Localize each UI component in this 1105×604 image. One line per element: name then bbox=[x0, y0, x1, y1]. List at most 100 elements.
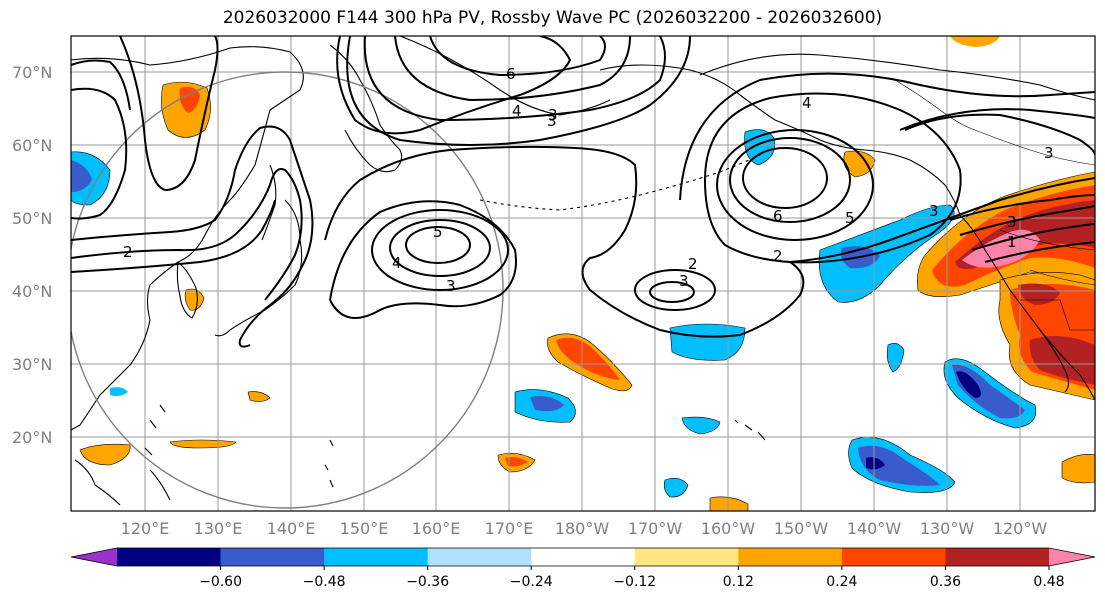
contour-high-4 bbox=[329, 200, 517, 319]
colorbar-tick-label: −0.36 bbox=[406, 574, 449, 590]
contour-right-1 bbox=[899, 108, 1095, 131]
borders bbox=[894, 79, 1095, 331]
contour-label: 3 bbox=[1007, 213, 1017, 231]
lon-label: 150°W bbox=[774, 519, 829, 538]
colorbar-tick-label: 0.12 bbox=[723, 574, 754, 590]
contour-label: 2 bbox=[773, 247, 783, 265]
contour-right-ring bbox=[904, 113, 1095, 156]
colorbar-segment bbox=[220, 548, 325, 566]
colorbar-segment bbox=[738, 548, 843, 566]
contour-label: 4 bbox=[802, 94, 812, 112]
colorbar: −0.60 −0.48 −0.36 −0.24 −0.12 0.12 0.24 0.36 0.4… bbox=[70, 547, 1096, 590]
blob-small-red-south-inner bbox=[505, 457, 528, 467]
colorbar-segment bbox=[117, 548, 222, 566]
contour-high-1 bbox=[405, 226, 471, 264]
lon-label: 180°W bbox=[555, 519, 610, 538]
contour-west-loop-2 bbox=[71, 87, 128, 220]
contour-right-5 bbox=[984, 241, 1095, 263]
contour-label: 1 bbox=[1007, 233, 1017, 251]
blob-top-right-orange bbox=[950, 36, 1000, 47]
blob-west-edge-royal bbox=[71, 160, 92, 192]
blob-small-blue-2 bbox=[663, 478, 689, 498]
contour-east-2 bbox=[729, 137, 851, 223]
contour-label: 6 bbox=[773, 207, 783, 225]
radius-circle bbox=[71, 71, 504, 509]
blob-philippine-orange bbox=[79, 443, 131, 466]
contour-high-3 bbox=[371, 209, 509, 291]
blob-westcoast-lower-firebrick-2 bbox=[1029, 336, 1095, 385]
contour-label: 6 bbox=[506, 65, 516, 83]
colorbar-tick-label: 0.36 bbox=[930, 574, 961, 590]
coast-alaska-north bbox=[699, 53, 1095, 101]
contour-east-5 bbox=[679, 72, 1095, 201]
colorbar-segment bbox=[531, 548, 636, 566]
contour-label: 5 bbox=[433, 223, 443, 241]
colorbar-segment bbox=[324, 548, 429, 566]
lat-label: 50°N bbox=[12, 209, 52, 228]
colorbar-segment bbox=[427, 548, 532, 566]
blob-westcoast-lower-firebrick bbox=[1018, 283, 1060, 305]
contour-label: 3 bbox=[679, 272, 689, 290]
colorbar-tick-label: −0.24 bbox=[510, 574, 553, 590]
contour-east-3 bbox=[716, 129, 874, 241]
coastlines bbox=[71, 36, 1095, 506]
map-frame bbox=[70, 35, 1096, 512]
lon-label: 140°W bbox=[847, 519, 902, 538]
coast-korea bbox=[176, 261, 198, 319]
contour-label: 3 bbox=[547, 112, 557, 130]
coast-asia-mainland bbox=[71, 46, 304, 431]
colorbar-segment bbox=[841, 548, 946, 566]
blob-south-orange-small bbox=[709, 496, 749, 511]
blob-small-blue-1 bbox=[681, 416, 721, 435]
lat-label: 60°N bbox=[12, 136, 52, 155]
contour-west-loop-3 bbox=[71, 59, 131, 111]
contour-trough-1 bbox=[324, 145, 805, 338]
contour-ring-5 bbox=[346, 36, 691, 146]
lon-label: 160°W bbox=[701, 519, 756, 538]
blob-midpac-blue bbox=[669, 323, 746, 361]
contour-high-2 bbox=[389, 219, 491, 277]
colorbar-tick-label: 0.48 bbox=[1033, 574, 1064, 590]
blob-small-blue-3 bbox=[110, 387, 128, 396]
blob-alaska-orange bbox=[843, 150, 876, 178]
contour-label: 2 bbox=[123, 243, 133, 261]
blob-kamchatka-red bbox=[179, 86, 200, 113]
contour-band-3 bbox=[71, 199, 276, 273]
coast-alaska bbox=[599, 64, 961, 216]
contour-east-6 bbox=[789, 177, 1095, 263]
lat-label: 70°N bbox=[12, 63, 52, 82]
contour-ring-3 bbox=[394, 36, 631, 102]
lon-label: 170°W bbox=[628, 519, 683, 538]
contour-label: 3 bbox=[446, 277, 456, 295]
contour-labels: 6 4 3 4 3 2 5 4 3 2 3 6 5 2 3 3 3 1 bbox=[123, 65, 1054, 295]
figure-title: 2026032000 F144 300 hPa PV, Rossby Wave … bbox=[222, 8, 883, 28]
blob-south-navy bbox=[866, 457, 885, 470]
colorbar-tick-label: 0.24 bbox=[826, 574, 857, 590]
lon-label: 120°W bbox=[993, 519, 1048, 538]
contour-band-2 bbox=[71, 168, 303, 301]
lon-label: 160°E bbox=[412, 519, 461, 538]
blob-thin-yellow bbox=[169, 439, 237, 449]
contour-label: 3 bbox=[548, 106, 558, 124]
contour-low-2 bbox=[634, 269, 716, 311]
coast-islands-japan-south bbox=[144, 404, 334, 488]
blob-small-orange-taiwan bbox=[247, 391, 271, 402]
contour-ring-1 bbox=[336, 36, 572, 135]
coast-kamchatka bbox=[329, 44, 403, 173]
colorbar-tick-label: −0.60 bbox=[199, 574, 242, 590]
lat-label: 30°N bbox=[12, 355, 52, 374]
colorbar-outline bbox=[70, 547, 1096, 567]
lat-label: 40°N bbox=[12, 282, 52, 301]
contour-ring-4 bbox=[363, 36, 666, 122]
lon-label: 170°E bbox=[485, 519, 534, 538]
contour-west-loop-1 bbox=[119, 36, 219, 192]
contour-right-3 bbox=[959, 205, 1095, 236]
contour-low-1 bbox=[649, 281, 695, 303]
contours bbox=[71, 36, 1095, 348]
blob-east-diagonal-navy bbox=[956, 371, 981, 398]
colorbar-segment bbox=[945, 548, 1050, 566]
contour-band-top bbox=[71, 125, 314, 348]
longitude-labels: 120°E 130°E 140°E 150°E 160°E 170°E 180°… bbox=[121, 519, 1048, 538]
colorbar-tick-label: −0.12 bbox=[613, 574, 656, 590]
